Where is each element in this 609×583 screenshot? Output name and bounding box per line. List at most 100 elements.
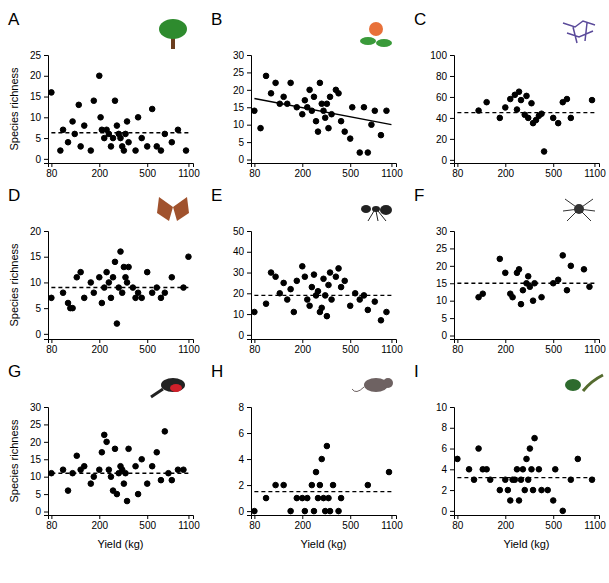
x-tick: 80 [249,515,261,531]
y-tick-label: 4 [238,454,244,465]
x-tick: 1100 [584,339,606,355]
x-axis: 802005001100 [452,515,606,531]
point [139,135,145,141]
y-axis-line [44,408,49,516]
point [484,99,490,105]
x-tick-label: 500 [139,520,156,531]
y-tick-label: 2 [238,480,244,491]
point [309,284,315,290]
point [530,487,536,493]
point [88,481,94,487]
point [263,301,269,307]
point [536,467,542,473]
point [123,131,129,137]
y-tick-mark [44,334,48,335]
x-tick: 1100 [584,163,606,179]
y-tick: 20 [436,134,454,145]
y-tick-mark [247,485,251,486]
point [476,446,482,452]
y-tick: 10 [30,471,48,482]
point [529,100,535,106]
point [589,97,595,103]
plot-area [49,429,189,504]
y-tick: 20 [30,226,48,237]
point [338,284,344,290]
y-axis-line [450,232,455,340]
point [294,278,300,284]
point [552,467,558,473]
y-tick-label: 10 [436,295,448,306]
x-tick-label: 80 [46,520,58,531]
icon [360,22,392,47]
x-axis-line [49,516,194,520]
point [60,290,66,296]
point [108,144,114,150]
point [484,467,490,473]
point [112,98,118,104]
point [545,487,551,493]
point [502,270,508,276]
point [294,495,300,501]
point [65,139,71,145]
point [118,135,124,141]
point [258,125,264,131]
point [175,467,181,473]
y-tick-mark [247,433,251,434]
point [386,469,392,475]
x-tick: 200 [91,163,108,179]
plot-area [455,435,595,513]
point [91,474,97,480]
point [149,106,155,112]
point [313,118,319,124]
icon [151,378,185,397]
y-tick: 8 [238,402,251,413]
y-tick-mark [44,159,48,160]
y-tick: 4 [441,464,454,475]
point [76,102,82,108]
x-tick-label: 1100 [178,168,200,179]
y-tick-mark [450,248,454,249]
y-tick-mark [247,125,251,126]
panel-letter: A [8,10,20,29]
y-tick: 10 [436,402,454,413]
point [124,119,130,125]
icon-part [563,21,595,43]
x-tick-mark [254,163,255,167]
y-tick-label: 6 [238,428,244,439]
point [347,136,353,142]
panel: 802005001100051015202530F [414,186,606,355]
y-tick-label: 20 [233,85,245,96]
x-axis-line [252,516,397,520]
point [550,115,556,121]
panel-letter: F [414,186,424,205]
x-tick: 1100 [178,339,200,355]
y-tick-label: 0 [238,154,244,165]
panel-letter: C [414,10,426,29]
point [309,482,315,488]
x-axis: 802005001100 [46,515,200,531]
x-tick-mark [51,339,52,343]
x-tick: 1100 [381,163,403,179]
panel-letter: I [414,362,419,381]
x-tick-label: 80 [46,344,58,355]
y-tick-label: 15 [436,278,448,289]
point [326,282,332,288]
point [516,267,522,273]
y-tick-mark [450,266,454,267]
x-axis-line [252,164,397,168]
y-tick: 2 [238,480,251,491]
point [525,115,531,121]
y-tick: 15 [436,278,454,289]
y-tick-mark [450,231,454,232]
point [302,508,308,514]
point [291,309,297,315]
point [81,463,87,469]
point [49,295,55,301]
x-tick-mark [302,163,303,167]
y-tick-mark [450,318,454,319]
point [114,123,120,129]
y-tick: 15 [30,454,48,465]
x-tick-label: 500 [139,168,156,179]
point [342,278,348,284]
y-tick-mark [44,55,48,56]
